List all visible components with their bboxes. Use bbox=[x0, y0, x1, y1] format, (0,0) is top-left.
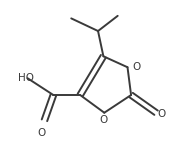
Text: O: O bbox=[158, 109, 166, 119]
Text: HO: HO bbox=[18, 73, 34, 83]
Text: O: O bbox=[38, 128, 46, 138]
Text: O: O bbox=[99, 115, 107, 125]
Text: O: O bbox=[133, 62, 141, 72]
